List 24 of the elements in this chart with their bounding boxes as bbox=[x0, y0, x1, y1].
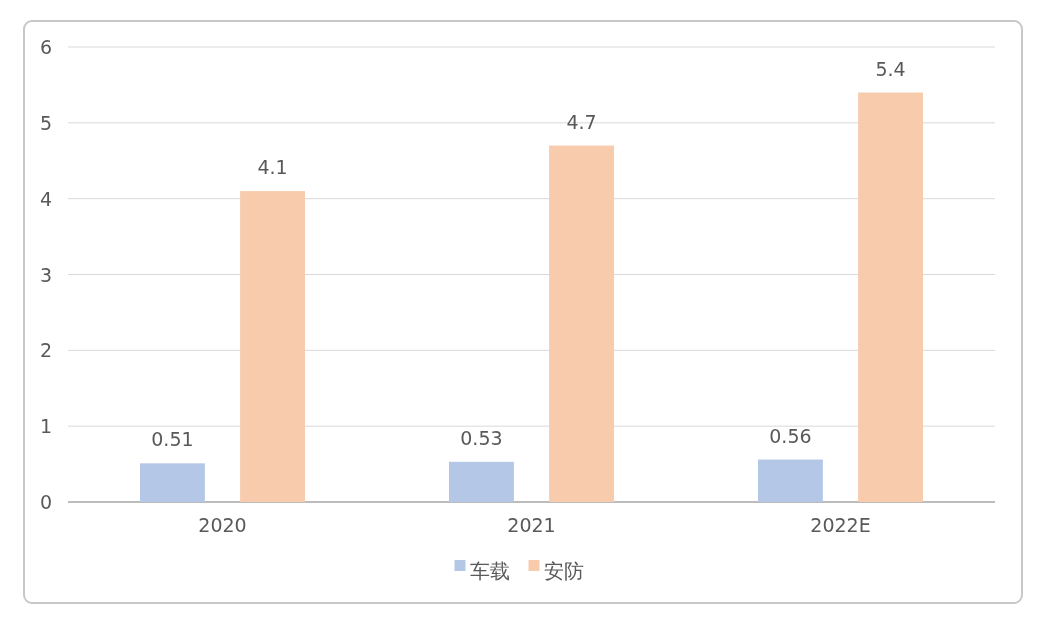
y-tick-label: 4 bbox=[39, 187, 53, 210]
data-label: 0.51 bbox=[151, 428, 194, 451]
y-tick-label: 6 bbox=[39, 36, 53, 58]
y-tick-label: 2 bbox=[39, 339, 53, 362]
data-label: 0.53 bbox=[460, 426, 503, 449]
bar bbox=[449, 461, 514, 502]
bar bbox=[758, 459, 823, 502]
y-tick-label: 5 bbox=[39, 111, 53, 134]
data-label: 0.56 bbox=[769, 424, 812, 447]
data-label: 5.4 bbox=[875, 57, 906, 80]
legend-label: 车载 bbox=[469, 559, 510, 583]
bar bbox=[858, 92, 923, 502]
y-tick-label: 0 bbox=[39, 491, 53, 513]
x-tick-label: 2020 bbox=[198, 514, 247, 536]
data-label: 4.7 bbox=[566, 110, 597, 133]
x-tick-label: 2021 bbox=[507, 514, 556, 536]
bar bbox=[549, 145, 614, 502]
y-tick-label: 3 bbox=[39, 263, 53, 286]
legend-label: 安防 bbox=[543, 559, 584, 583]
x-tick-label: 2022E bbox=[810, 514, 871, 536]
data-label: 4.1 bbox=[257, 156, 288, 179]
y-tick-label: 1 bbox=[39, 415, 53, 438]
bar bbox=[240, 191, 305, 502]
bar bbox=[140, 463, 205, 502]
